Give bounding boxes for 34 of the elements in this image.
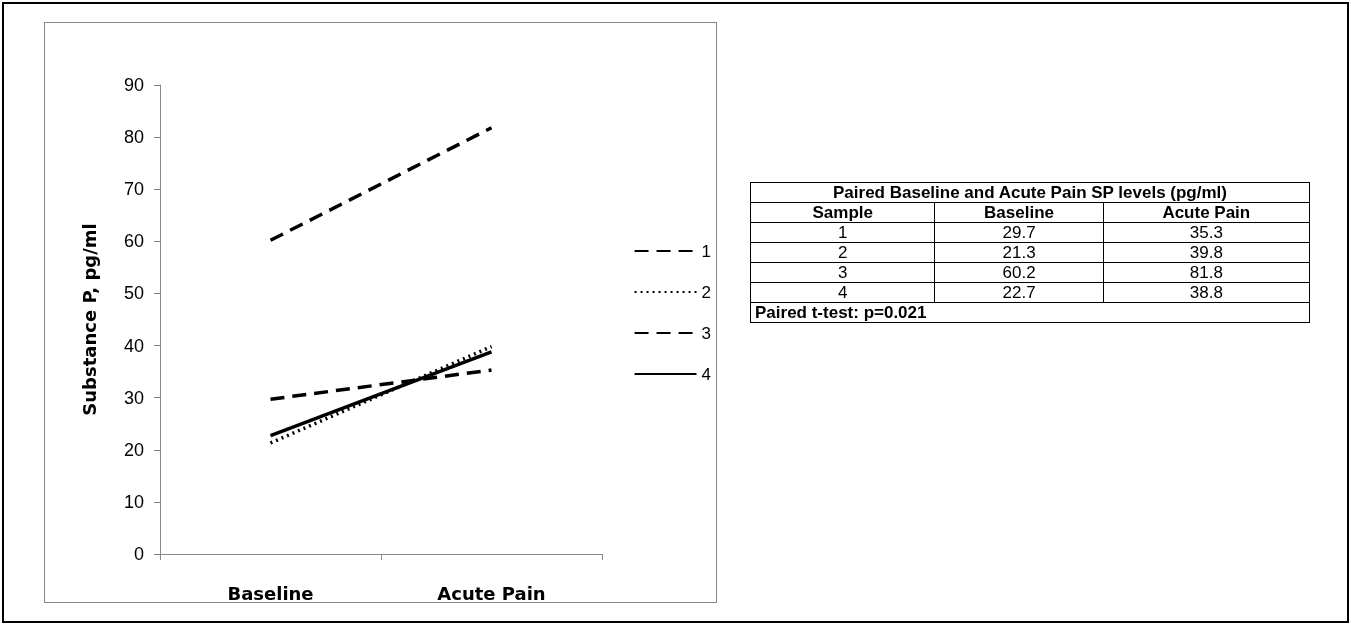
legend-label: 4 (701, 364, 712, 384)
legend-label: 2 (701, 282, 712, 302)
y-tick-label: 90 (123, 75, 144, 95)
chart-title: Paired Baseline and Acute Pain SP levels (pg/ml) (750, 182, 1310, 203)
x-tick-label: Acute Pain (437, 582, 546, 604)
y-axis-title: Sample (750, 202, 935, 223)
y-tick-label: 60 (123, 231, 144, 252)
data-label: 60.2 (934, 262, 1104, 283)
data-label: 81.8 (1103, 262, 1310, 283)
text: Paired t-test: p=0.021 (750, 302, 1310, 323)
x-tick-label: Acute Pain (1103, 202, 1310, 223)
data-label: 22.7 (934, 282, 1104, 303)
x-tick-label: Baseline (934, 202, 1104, 223)
y-axis-title: Substance P, pg/ml (78, 223, 100, 416)
y-tick-label: 0 (133, 544, 144, 564)
data-label: 29.7 (934, 222, 1104, 243)
data-label: 21.3 (934, 242, 1104, 263)
y-tick-label: 80 (123, 127, 144, 148)
y-tick-label: 10 (123, 491, 144, 512)
data-label: 39.8 (1103, 242, 1310, 263)
legend-label: 3 (701, 323, 712, 343)
y-tick-label: 4 (750, 282, 935, 303)
legend-label: 1 (701, 241, 712, 261)
data-label: 38.8 (1103, 282, 1310, 303)
y-tick-label: 1 (750, 222, 935, 243)
y-tick-label: 40 (123, 335, 144, 356)
x-tick-label: Baseline (227, 582, 314, 604)
y-tick-label: 2 (750, 242, 935, 263)
y-tick-label: 30 (123, 387, 144, 408)
y-tick-label: 70 (123, 179, 144, 200)
y-tick-label: 20 (123, 439, 144, 460)
y-tick-label: 3 (750, 262, 935, 283)
y-tick-label: 50 (123, 283, 144, 304)
data-label: 35.3 (1103, 222, 1310, 243)
